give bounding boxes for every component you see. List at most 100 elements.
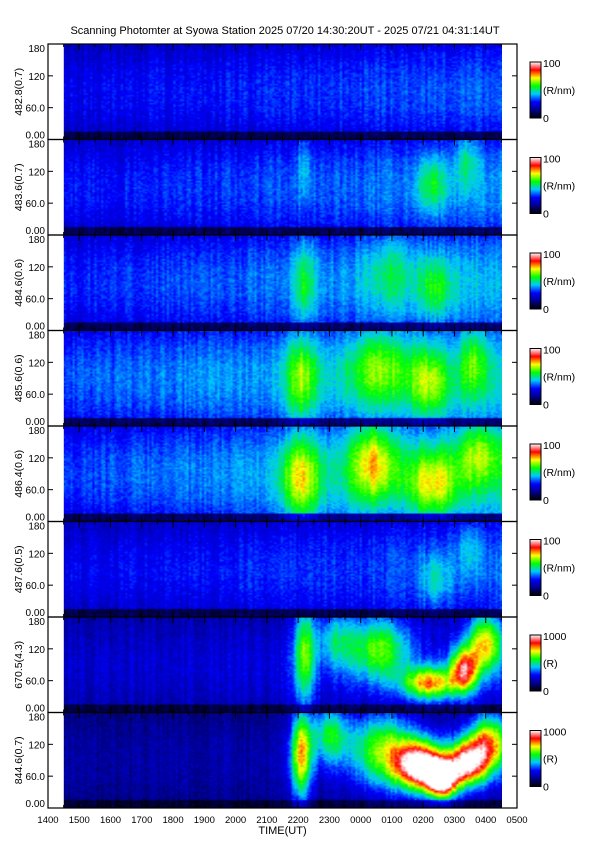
x-tick-label: 0500 [506,815,527,826]
colorbar [529,61,542,119]
colorbar-min-label: 0 [543,686,549,698]
panel-3 [47,234,542,332]
heatmap-image [63,521,502,617]
colorbar-max-label: 100 [543,249,561,261]
x-tick-label: 1700 [131,815,152,826]
colorbar [529,348,542,405]
colorbar [529,634,542,692]
x-tick-label: 2000 [225,815,246,826]
y-tick-label: 120 [28,167,45,178]
y-axis-label: 485.6(0.6) [13,354,25,402]
y-axis-label: 487.6(0.5) [13,545,25,593]
heatmap-image [63,235,502,331]
x-tick-label: 1900 [194,815,215,826]
x-tick-label: 1800 [162,815,183,826]
y-tick-label: 120 [28,358,45,369]
x-tick-label: 2200 [288,815,309,826]
colorbar [529,252,542,310]
y-tick-label: 60.0 [26,772,46,783]
x-tick-label: 0400 [475,815,496,826]
colorbar-max-label: 100 [543,154,561,166]
panel-8 [47,711,542,809]
y-tick-label: 60.0 [26,104,46,115]
colorbar-max-label: 100 [543,345,561,357]
y-tick-label: 120 [28,454,45,465]
y-tick-label: 0.00 [26,513,46,524]
heatmap-image [63,426,502,522]
y-tick-label: 60.0 [26,486,46,497]
heatmap-image [63,617,502,713]
y-tick-label: 0.00 [26,799,46,810]
y-axis-label: 482.8(0.7) [13,68,25,116]
figure-title: Scanning Photomter at Syowa Station 2025… [70,25,500,37]
y-tick-label: 180 [28,713,45,724]
y-tick-label: 0.00 [26,322,46,333]
x-tick-label: 1500 [69,815,90,826]
colorbar-unit-label: (R/nm) [543,85,575,97]
colorbar-min-label: 0 [543,209,549,221]
y-axis-label: 844.6(0.7) [13,736,25,784]
x-tick-label: 0100 [381,815,402,826]
y-tick-label: 60.0 [26,390,46,401]
heatmap-image [63,330,502,426]
y-axis-label: 484.6(0.6) [13,259,25,307]
y-tick-label: 180 [28,426,45,437]
x-tick-label: 1400 [37,815,58,826]
colorbar-min-label: 0 [543,304,549,316]
heatmap-image [63,712,502,808]
panel-4 [47,329,542,427]
y-tick-label: 120 [28,740,45,751]
colorbar-unit-label: (R) [543,658,558,670]
y-tick-label: 0.00 [26,608,46,619]
y-tick-label: 120 [28,72,45,83]
heatmap-image [63,139,502,235]
colorbar-min-label: 0 [543,400,549,412]
y-tick-label: 180 [28,331,45,342]
y-tick-label: 0.00 [26,226,46,237]
panel-5 [47,425,542,523]
colorbar [529,730,542,787]
x-axis-label: TIME(UT) [258,825,306,837]
colorbar-unit-label: (R/nm) [543,563,575,575]
colorbar-unit-label: (R) [543,754,558,766]
colorbar-unit-label: (R/nm) [543,467,575,479]
colorbar-min-label: 0 [543,113,549,125]
y-tick-label: 180 [28,235,45,246]
colorbar-max-label: 100 [543,58,561,70]
colorbar-unit-label: (R/nm) [543,276,575,288]
x-tick-label: 0300 [444,815,465,826]
y-tick-label: 0.00 [26,131,46,142]
colorbar-min-label: 0 [543,591,549,603]
colorbar [529,539,542,596]
y-tick-label: 120 [28,263,45,274]
colorbar-min-label: 0 [543,782,549,794]
x-tick-label: 0200 [413,815,434,826]
colorbar-max-label: 100 [543,536,561,548]
panel-7 [47,616,542,714]
y-tick-label: 60.0 [26,295,46,306]
y-tick-label: 180 [28,522,45,533]
colorbar-max-label: 1000 [543,631,567,643]
colorbar-unit-label: (R/nm) [543,372,575,384]
y-tick-label: 0.00 [26,417,46,428]
panel-6 [47,520,542,618]
heatmap-image [63,44,502,140]
panel-2 [47,138,542,236]
y-tick-label: 180 [28,44,45,55]
y-tick-label: 60.0 [26,581,46,592]
colorbar [529,443,542,501]
y-axis-label: 670.5(4.3) [13,641,25,689]
y-tick-label: 120 [28,549,45,560]
colorbar [529,157,542,214]
y-tick-label: 60.0 [26,677,46,688]
x-tick-label: 2100 [256,815,277,826]
y-axis-label: 483.6(0.7) [13,163,25,211]
y-tick-label: 180 [28,617,45,628]
colorbar-max-label: 1000 [543,727,567,739]
panel-1 [47,43,542,141]
colorbar-max-label: 100 [543,440,561,452]
y-axis-label: 486.4(0.6) [13,450,25,498]
y-tick-label: 180 [28,140,45,151]
